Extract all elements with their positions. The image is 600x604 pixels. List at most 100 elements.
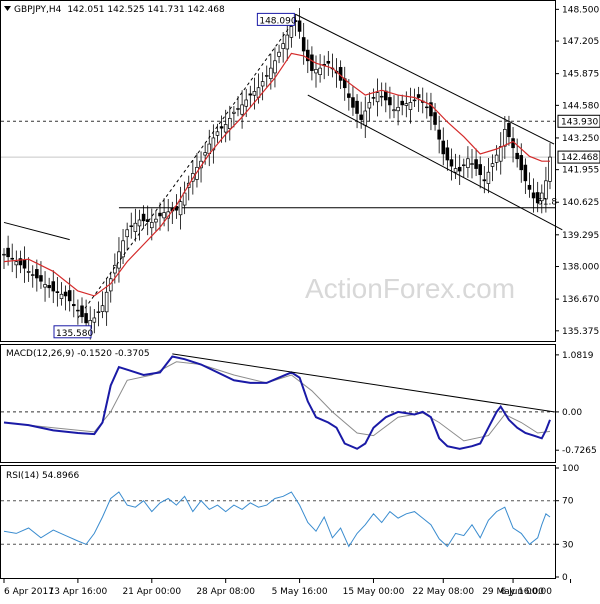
low-label-text: 135.580 — [56, 329, 93, 339]
candle-body — [367, 102, 372, 109]
resistance-price-tag-box — [557, 114, 600, 128]
candle — [182, 181, 187, 215]
low-label: 135.580 — [53, 325, 93, 339]
candle — [503, 116, 507, 159]
current-price-tag: 142.468 — [557, 150, 600, 164]
candle-body — [240, 104, 244, 115]
candle-body — [174, 206, 179, 211]
candle-body — [425, 106, 429, 109]
candle-body — [273, 60, 277, 74]
candle — [121, 228, 125, 265]
candle-body — [503, 129, 507, 147]
candle-body — [39, 275, 43, 282]
candle — [462, 158, 466, 178]
candle — [301, 22, 306, 65]
candle-body — [486, 171, 491, 184]
candle — [351, 85, 355, 116]
candle-body — [441, 140, 446, 155]
candle-body — [314, 69, 318, 74]
candle — [55, 276, 60, 307]
rsi-line — [3, 491, 551, 548]
price-moving-average — [3, 52, 550, 297]
candle — [281, 32, 285, 63]
candle-body — [35, 269, 39, 279]
resistance-price-tag: 143.930 — [557, 114, 600, 128]
x-tick-label: 15 May 00:00 — [343, 587, 405, 597]
candle-body — [535, 192, 540, 204]
candle-body — [347, 93, 351, 98]
candle-body — [466, 158, 470, 168]
candle-body — [478, 164, 482, 176]
candle — [92, 309, 97, 334]
candle — [515, 138, 519, 168]
candle — [273, 47, 277, 88]
candle — [519, 143, 524, 183]
candle-body — [72, 304, 76, 307]
price-tick-label: 147.205 — [562, 37, 599, 47]
candle-body — [355, 100, 359, 114]
candle — [264, 65, 269, 88]
price-tick-label: 139.295 — [562, 231, 599, 241]
candle-body — [117, 251, 121, 269]
rsi-panel-frame — [0, 465, 556, 579]
price-panel-frame — [0, 0, 556, 342]
candle-body — [248, 93, 253, 96]
price-tick-label: 145.875 — [562, 70, 599, 80]
candle-body — [18, 258, 23, 266]
candle — [232, 106, 236, 128]
candle-body — [507, 122, 511, 138]
candle-body — [215, 131, 220, 136]
rsi-tick-label: 30 — [562, 540, 574, 550]
candle — [548, 143, 552, 190]
x-tick-label: 21 Apr 00:00 — [122, 587, 181, 597]
candle — [367, 92, 372, 122]
price-tick-label: 148.500 — [562, 5, 599, 15]
candle — [51, 270, 56, 304]
candle — [277, 44, 281, 64]
price-candles — [2, 7, 552, 340]
candle — [228, 105, 232, 141]
candle — [437, 115, 441, 154]
rsi-tick-label: 0 — [562, 573, 568, 583]
candle-body — [548, 156, 552, 182]
candle — [544, 166, 548, 213]
candle — [527, 172, 532, 198]
macd-title: MACD(12,26,9) -0.1520 -0.3705 — [6, 349, 150, 359]
resistance-price-tag-text: 143.930 — [561, 117, 598, 127]
candle — [174, 194, 179, 219]
title-arrow-icon — [4, 6, 11, 11]
candle — [96, 301, 101, 327]
candle — [129, 212, 134, 239]
candle-body — [162, 212, 166, 219]
macd-panel-frame — [0, 344, 556, 463]
candle-body — [264, 75, 269, 77]
candle — [396, 94, 400, 126]
candle-body — [416, 94, 421, 98]
macd-tick-label: 1.0819 — [562, 351, 594, 361]
candle — [355, 94, 359, 129]
candle-body — [129, 225, 134, 227]
candle — [35, 259, 39, 292]
candle — [326, 51, 331, 76]
candle-body — [236, 108, 240, 110]
candle-body — [203, 152, 207, 156]
macd-axis: 1.0819 0.00 -0.7265 — [1, 351, 597, 456]
candle-body — [301, 37, 306, 52]
candle — [76, 299, 80, 325]
current-price-tag-text: 142.468 — [561, 153, 598, 163]
price-title: GBPJPY,H4 142.051 142.525 141.731 142.468 — [14, 5, 225, 15]
candle — [371, 88, 376, 106]
candle — [474, 148, 478, 177]
candle — [429, 92, 433, 131]
x-tick-label: 29 May 16:00 — [482, 587, 544, 597]
moving-average-line — [3, 52, 550, 297]
candle-body — [404, 103, 409, 106]
price-axis: 148.500 147.205 145.875 144.580 143.250 141.9… — [555, 5, 599, 337]
candle-body — [47, 285, 51, 289]
price-tick-label: 143.250 — [562, 134, 599, 144]
price-tick-label: 144.580 — [562, 101, 599, 111]
candle — [297, 7, 302, 39]
candle-body — [400, 100, 404, 106]
candle-body — [178, 201, 183, 216]
